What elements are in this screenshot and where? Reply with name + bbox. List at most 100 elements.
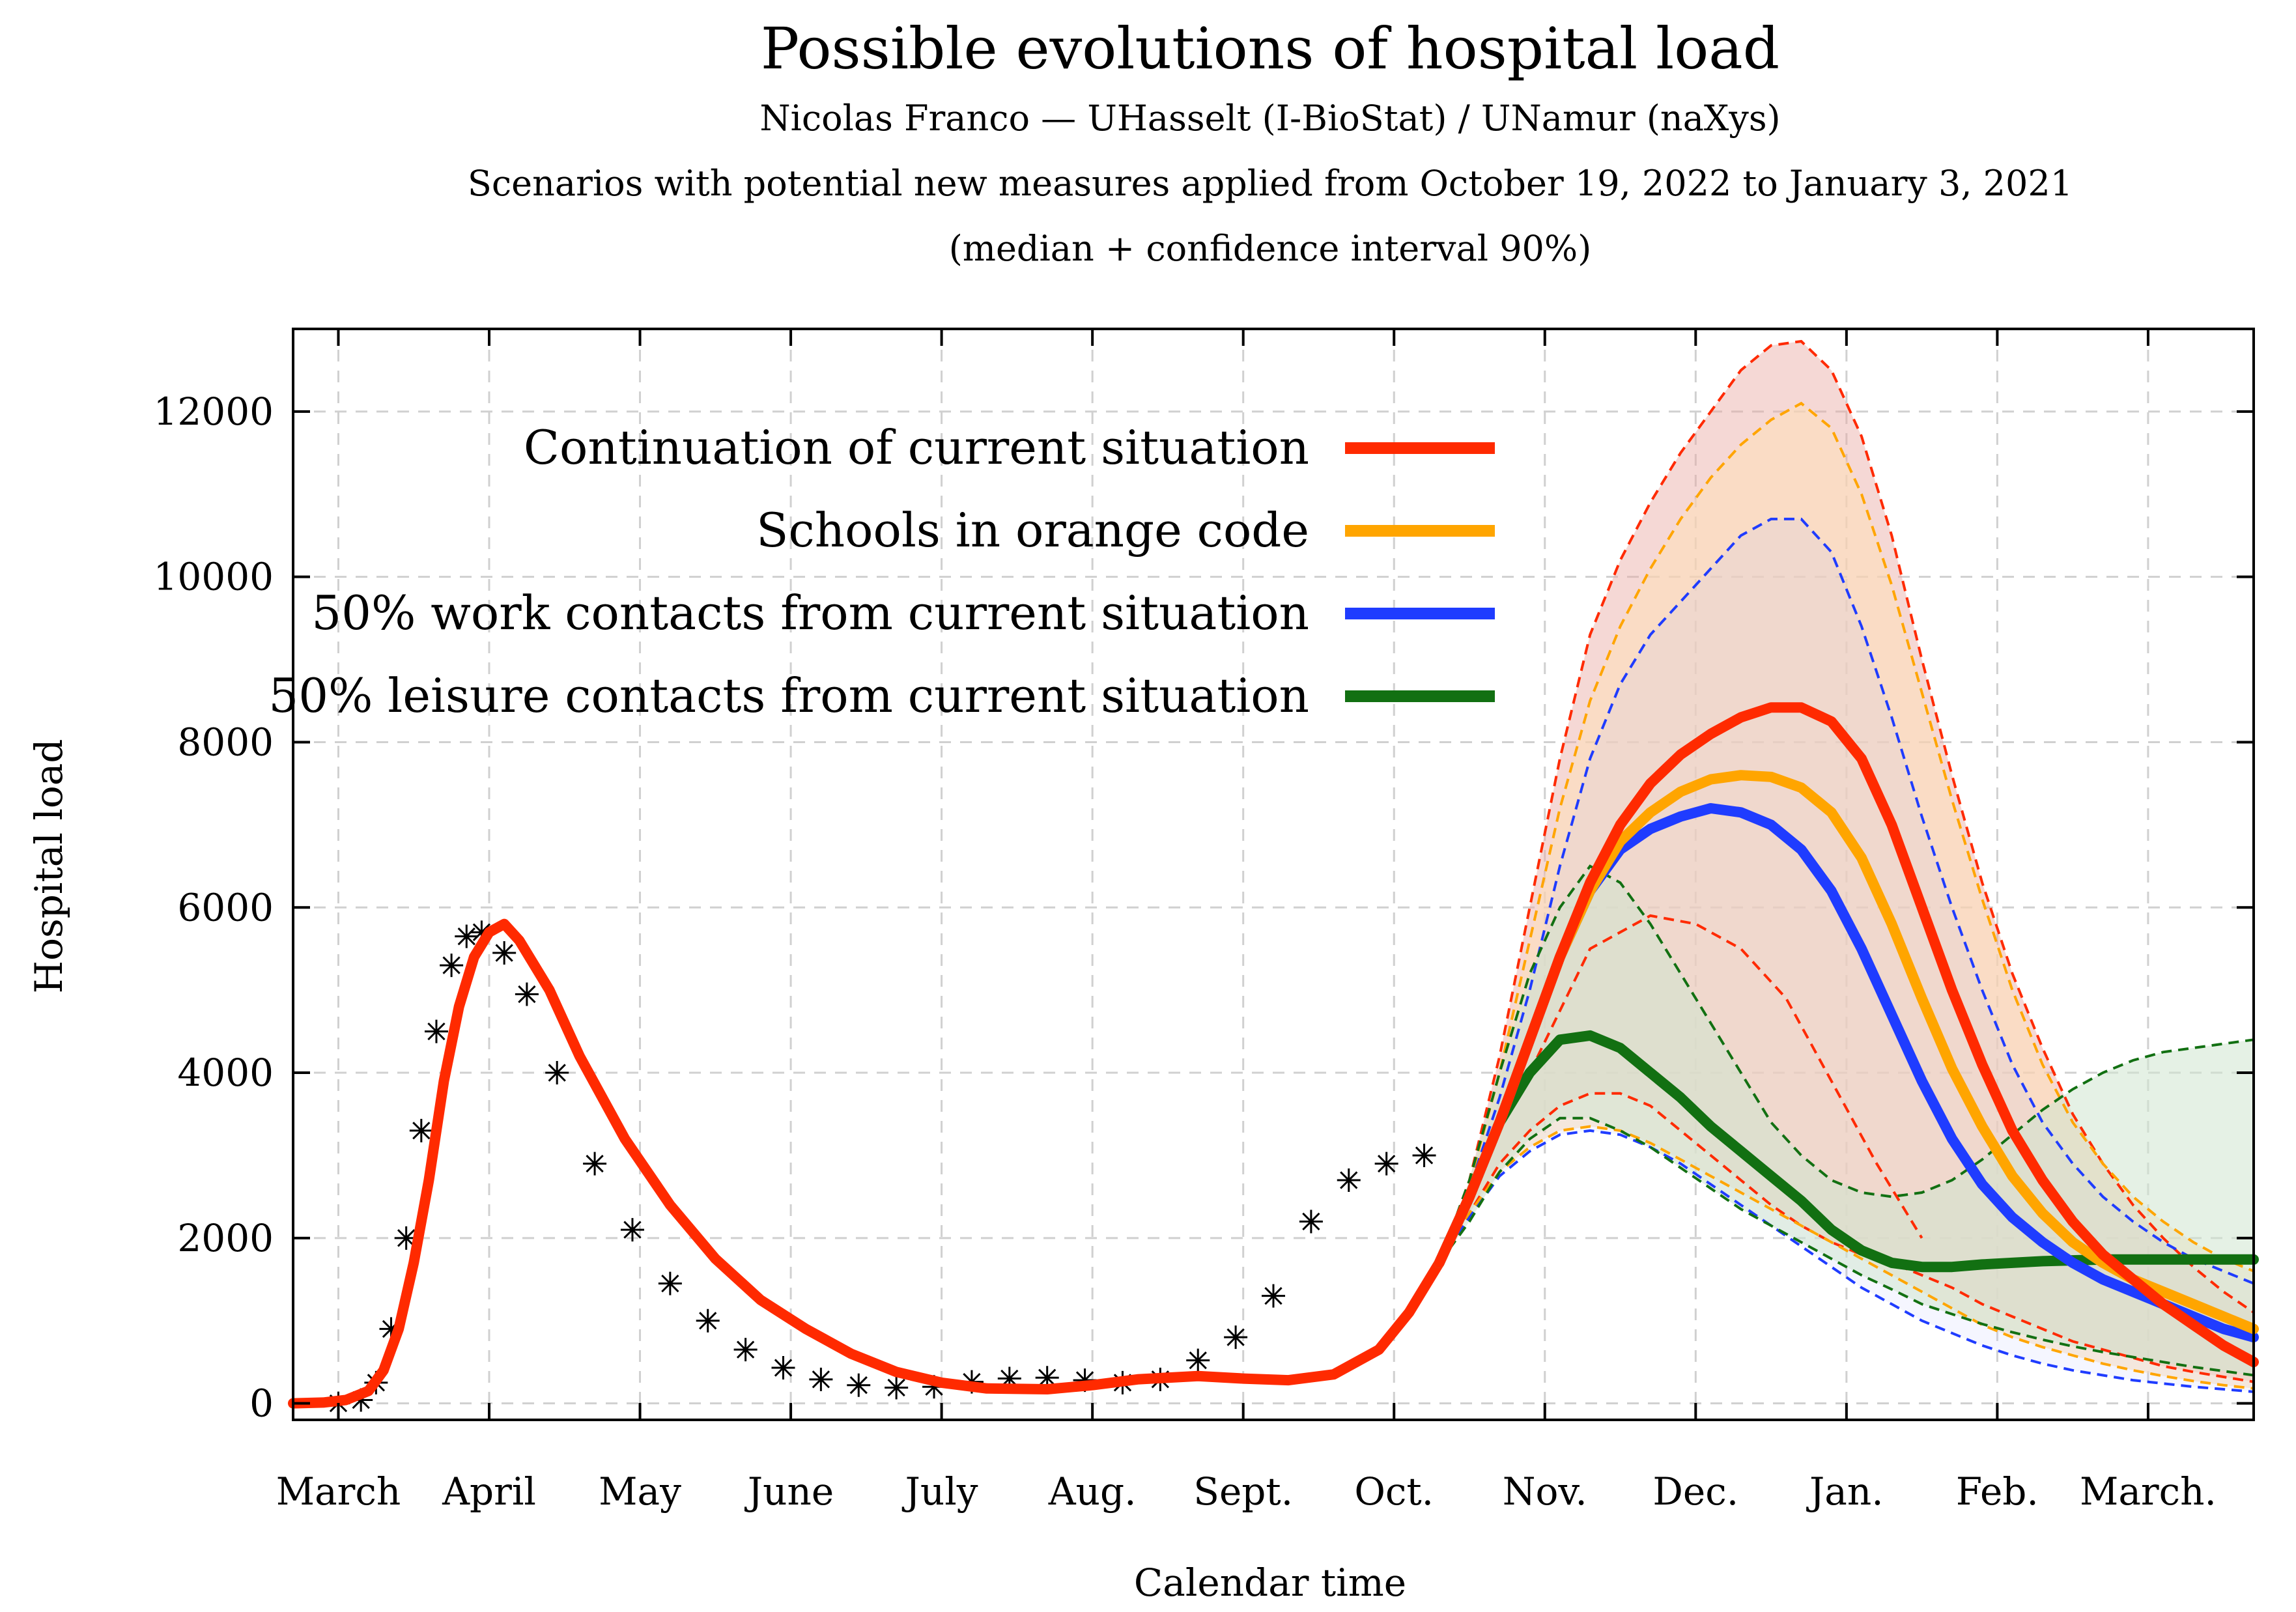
star-marker — [394, 1226, 418, 1250]
x-tick-label: Dec. — [1652, 1469, 1738, 1514]
plot-frame — [292, 328, 2255, 1421]
x-tick-label: Nov. — [1503, 1469, 1587, 1514]
star-marker — [1073, 1368, 1097, 1393]
star-marker — [583, 1152, 607, 1176]
median-line-0 — [1434, 702, 2259, 1368]
upper-bound-1 — [1438, 401, 2254, 1273]
chart-subtitle-scenarios: Scenarios with potential new measures ap… — [468, 163, 2073, 204]
observed-point — [809, 1367, 833, 1391]
star-marker — [847, 1373, 871, 1397]
star-marker — [515, 982, 539, 1006]
upper-bound-0 — [1438, 339, 2255, 1314]
observed-point — [885, 1376, 909, 1400]
observed-point — [696, 1308, 720, 1333]
x-tick-label: July — [902, 1469, 978, 1514]
y-tick-label: 12000 — [153, 389, 274, 434]
observed-point — [1374, 1152, 1398, 1176]
upper-bound-2 — [1438, 517, 2254, 1285]
star-marker — [809, 1367, 833, 1391]
star-marker — [455, 924, 479, 948]
observed-point — [440, 954, 464, 978]
star-marker — [424, 1019, 448, 1043]
legend-item: 50% leisure contacts from current situat… — [268, 668, 1495, 723]
observed-point — [733, 1338, 758, 1362]
star-marker — [620, 1218, 644, 1242]
x-tick-label: May — [599, 1469, 681, 1514]
star-marker — [349, 1388, 373, 1412]
x-tick-label: Aug. — [1048, 1469, 1137, 1514]
observed-point — [455, 924, 479, 948]
observed-point — [515, 982, 539, 1006]
star-marker — [1412, 1143, 1436, 1167]
star-marker — [658, 1271, 682, 1295]
star-marker — [440, 954, 464, 978]
x-tick-label: Sept. — [1193, 1469, 1293, 1514]
x-tick-label: Jan. — [1806, 1469, 1884, 1514]
observed-point — [922, 1375, 946, 1399]
star-marker — [545, 1061, 569, 1085]
observed-point — [1262, 1284, 1285, 1308]
fitted-line — [288, 918, 1445, 1409]
x-tick-label: April — [442, 1469, 536, 1514]
star-marker — [733, 1338, 758, 1362]
star-marker — [922, 1375, 946, 1399]
chart-subtitle-interval: (median + confidence interval 90%) — [949, 228, 1592, 269]
median-lines — [288, 702, 2259, 1409]
observed-point — [620, 1218, 644, 1242]
star-marker — [1337, 1168, 1361, 1193]
legend-item: 50% work contacts from current situation — [311, 586, 1495, 640]
observed-point — [997, 1366, 1021, 1391]
observed-point — [379, 1317, 403, 1341]
observed-point — [470, 920, 494, 944]
star-marker — [1186, 1348, 1210, 1372]
legend-item: Continuation of current situation — [524, 420, 1495, 475]
y-tick-label: 4000 — [177, 1051, 274, 1095]
x-axis-label: Calendar time — [1134, 1561, 1406, 1605]
observed-point — [1224, 1325, 1248, 1350]
star-marker — [1262, 1284, 1285, 1308]
y-tick-label: 6000 — [177, 885, 274, 929]
observed-point — [583, 1152, 607, 1176]
y-tick-label: 2000 — [177, 1216, 274, 1260]
star-marker — [379, 1317, 403, 1341]
chart-title: Possible evolutions of hospital load — [761, 15, 1779, 82]
observed-point — [394, 1226, 418, 1250]
legend-label: Schools in orange code — [756, 503, 1309, 558]
x-tick-label: Feb. — [1956, 1469, 2039, 1514]
y-tick-label: 8000 — [177, 720, 274, 764]
star-marker — [492, 941, 517, 965]
x-tick-label: Oct. — [1354, 1469, 1434, 1514]
legend: Continuation of current situation Schools… — [268, 420, 1495, 723]
star-marker — [1374, 1152, 1398, 1176]
x-tick-label: March. — [2080, 1469, 2217, 1514]
star-marker — [409, 1118, 433, 1142]
observed-point — [771, 1356, 795, 1380]
observed-point — [1337, 1168, 1361, 1193]
star-marker — [1299, 1209, 1323, 1234]
observed-point — [349, 1388, 373, 1412]
y-axis-label: Hospital load — [27, 739, 71, 994]
observed-point — [1299, 1209, 1323, 1234]
star-marker — [1224, 1325, 1248, 1350]
observed-point — [1035, 1366, 1059, 1390]
observed-point — [424, 1019, 448, 1043]
star-marker — [1035, 1366, 1059, 1390]
lower-bound-2 — [1438, 1129, 2254, 1393]
legend-label: 50% work contacts from current situation — [311, 586, 1309, 640]
legend-item: Schools in orange code — [756, 503, 1495, 558]
legend-label: 50% leisure contacts from current situat… — [268, 668, 1309, 723]
median-line-3 — [1434, 1030, 2259, 1273]
axis-ticks: March April May June July Aug. Sept. Oct. Nov. De… — [153, 329, 2254, 1514]
y-tick-label: 0 — [249, 1381, 274, 1426]
observed-point — [1412, 1143, 1436, 1167]
lower-bound-3 — [1438, 1116, 2254, 1377]
y-tick-label: 10000 — [153, 555, 274, 599]
star-marker — [696, 1308, 720, 1333]
observed-point — [1186, 1348, 1210, 1372]
confidence-bounds — [1438, 339, 2255, 1393]
lower-bound-1 — [1438, 1125, 2254, 1390]
plot-border — [292, 328, 2255, 1421]
upper-bound-3 — [1438, 864, 2254, 1264]
star-marker — [470, 920, 494, 944]
